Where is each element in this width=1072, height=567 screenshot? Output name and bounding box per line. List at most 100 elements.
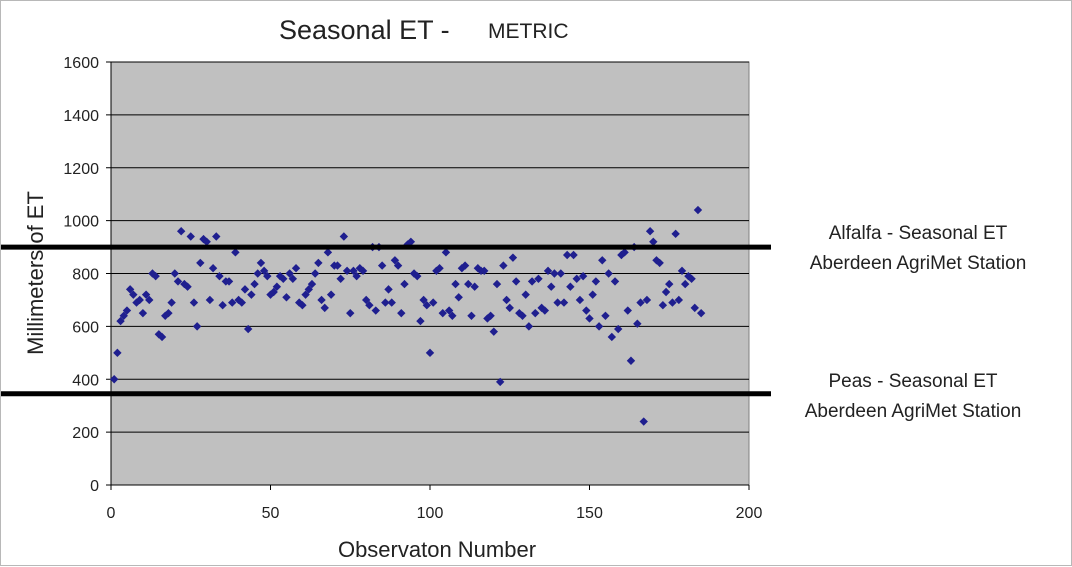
chart-title-suffix: METRIC <box>488 20 569 43</box>
data-point-94 <box>406 237 416 246</box>
data-point-19 <box>167 298 176 307</box>
data-point-125 <box>505 303 514 313</box>
data-point-162 <box>623 306 632 315</box>
data-point-5 <box>122 306 132 315</box>
data-point-27 <box>192 322 202 331</box>
data-point-1 <box>109 375 119 384</box>
data-point-173 <box>658 301 668 310</box>
chart-title-group: Seasonal ET - METRIC <box>279 15 569 45</box>
data-point-128 <box>515 308 524 318</box>
y-tick-label-0: 0 <box>90 478 99 495</box>
data-point-42 <box>240 285 250 294</box>
data-point-30 <box>202 237 211 246</box>
data-point-7 <box>129 290 138 299</box>
reference-label-1-line-2: Aberdeen AgriMet Station <box>810 253 1027 274</box>
data-point-146 <box>572 274 581 283</box>
data-point-35 <box>218 301 227 310</box>
y-tick-label-1200: 1200 <box>63 161 99 178</box>
data-point-97 <box>416 316 425 326</box>
data-point-139 <box>550 269 559 278</box>
reference-label-1-line-1: Alfalfa - Seasonal ET <box>829 223 1008 244</box>
data-point-148 <box>578 271 588 281</box>
data-point-47 <box>256 258 266 268</box>
data-point-10 <box>138 308 148 318</box>
data-point-75 <box>346 308 355 318</box>
data-point-111 <box>460 261 470 270</box>
data-point-21 <box>173 277 183 286</box>
data-point-144 <box>566 282 575 291</box>
data-point-25 <box>186 232 195 241</box>
data-point-63 <box>307 279 317 289</box>
x-tick-label-50: 50 <box>262 505 280 522</box>
x-tick-label-200: 200 <box>736 505 763 522</box>
data-point-68 <box>323 248 333 257</box>
data-point-107 <box>448 311 457 320</box>
data-point-114 <box>470 282 479 291</box>
data-point-60 <box>298 301 307 310</box>
data-point-99 <box>422 301 432 310</box>
data-point-163 <box>626 356 636 365</box>
data-point-49 <box>263 271 272 281</box>
data-point-33 <box>212 232 221 241</box>
data-point-86 <box>381 298 390 307</box>
data-point-44 <box>247 290 256 299</box>
data-point-43 <box>243 324 253 334</box>
data-point-67 <box>320 303 329 313</box>
x-axis-label: Observaton Number <box>338 537 536 562</box>
data-point-52 <box>272 282 282 291</box>
data-point-101 <box>428 298 438 307</box>
data-point-132 <box>527 277 537 286</box>
data-point-137 <box>543 266 553 276</box>
data-point-13 <box>148 269 157 278</box>
data-point-54 <box>279 274 288 283</box>
data-point-169 <box>645 227 655 236</box>
data-point-158 <box>610 277 620 286</box>
data-point-2 <box>113 348 122 358</box>
data-point-131 <box>524 322 534 331</box>
data-point-112 <box>464 279 473 289</box>
data-point-180 <box>681 279 690 289</box>
data-point-117 <box>480 266 489 276</box>
data-point-57 <box>288 274 298 283</box>
data-point-153 <box>594 322 604 331</box>
y-tick-label-1400: 1400 <box>63 108 99 125</box>
data-point-109 <box>454 293 463 302</box>
data-point-150 <box>585 314 594 323</box>
data-point-74 <box>342 266 352 276</box>
data-point-127 <box>511 277 521 286</box>
data-point-3 <box>116 316 125 326</box>
data-point-83 <box>371 306 380 315</box>
data-point-20 <box>170 269 179 278</box>
data-point-79 <box>358 266 368 276</box>
data-point-31 <box>205 295 215 305</box>
data-point-124 <box>502 295 511 305</box>
data-point-174 <box>661 287 671 297</box>
reference-label-2-line-2: Aberdeen AgriMet Station <box>805 401 1022 422</box>
y-tick-label-1600: 1600 <box>63 55 99 72</box>
data-point-92 <box>400 279 409 289</box>
data-point-175 <box>665 279 674 289</box>
data-point-159 <box>614 324 623 334</box>
data-point-90 <box>393 261 403 270</box>
data-point-123 <box>499 261 508 270</box>
data-point-170 <box>649 237 658 246</box>
reference-lines <box>1 244 771 397</box>
data-point-37 <box>224 277 234 286</box>
data-points <box>109 205 706 426</box>
data-point-105 <box>441 248 451 257</box>
data-point-152 <box>591 277 601 286</box>
reference-label-2-line-1: Peas - Seasonal ET <box>829 371 998 392</box>
data-point-32 <box>208 264 218 273</box>
data-point-18 <box>164 308 173 318</box>
data-point-22 <box>176 227 186 236</box>
data-point-87 <box>384 285 393 294</box>
data-point-100 <box>425 348 435 358</box>
data-point-61 <box>301 290 310 299</box>
chart-title: Seasonal ET - <box>279 15 450 45</box>
data-point-136 <box>540 306 550 315</box>
data-point-14 <box>151 271 160 281</box>
data-point-98 <box>419 295 428 305</box>
data-point-134 <box>534 274 543 283</box>
